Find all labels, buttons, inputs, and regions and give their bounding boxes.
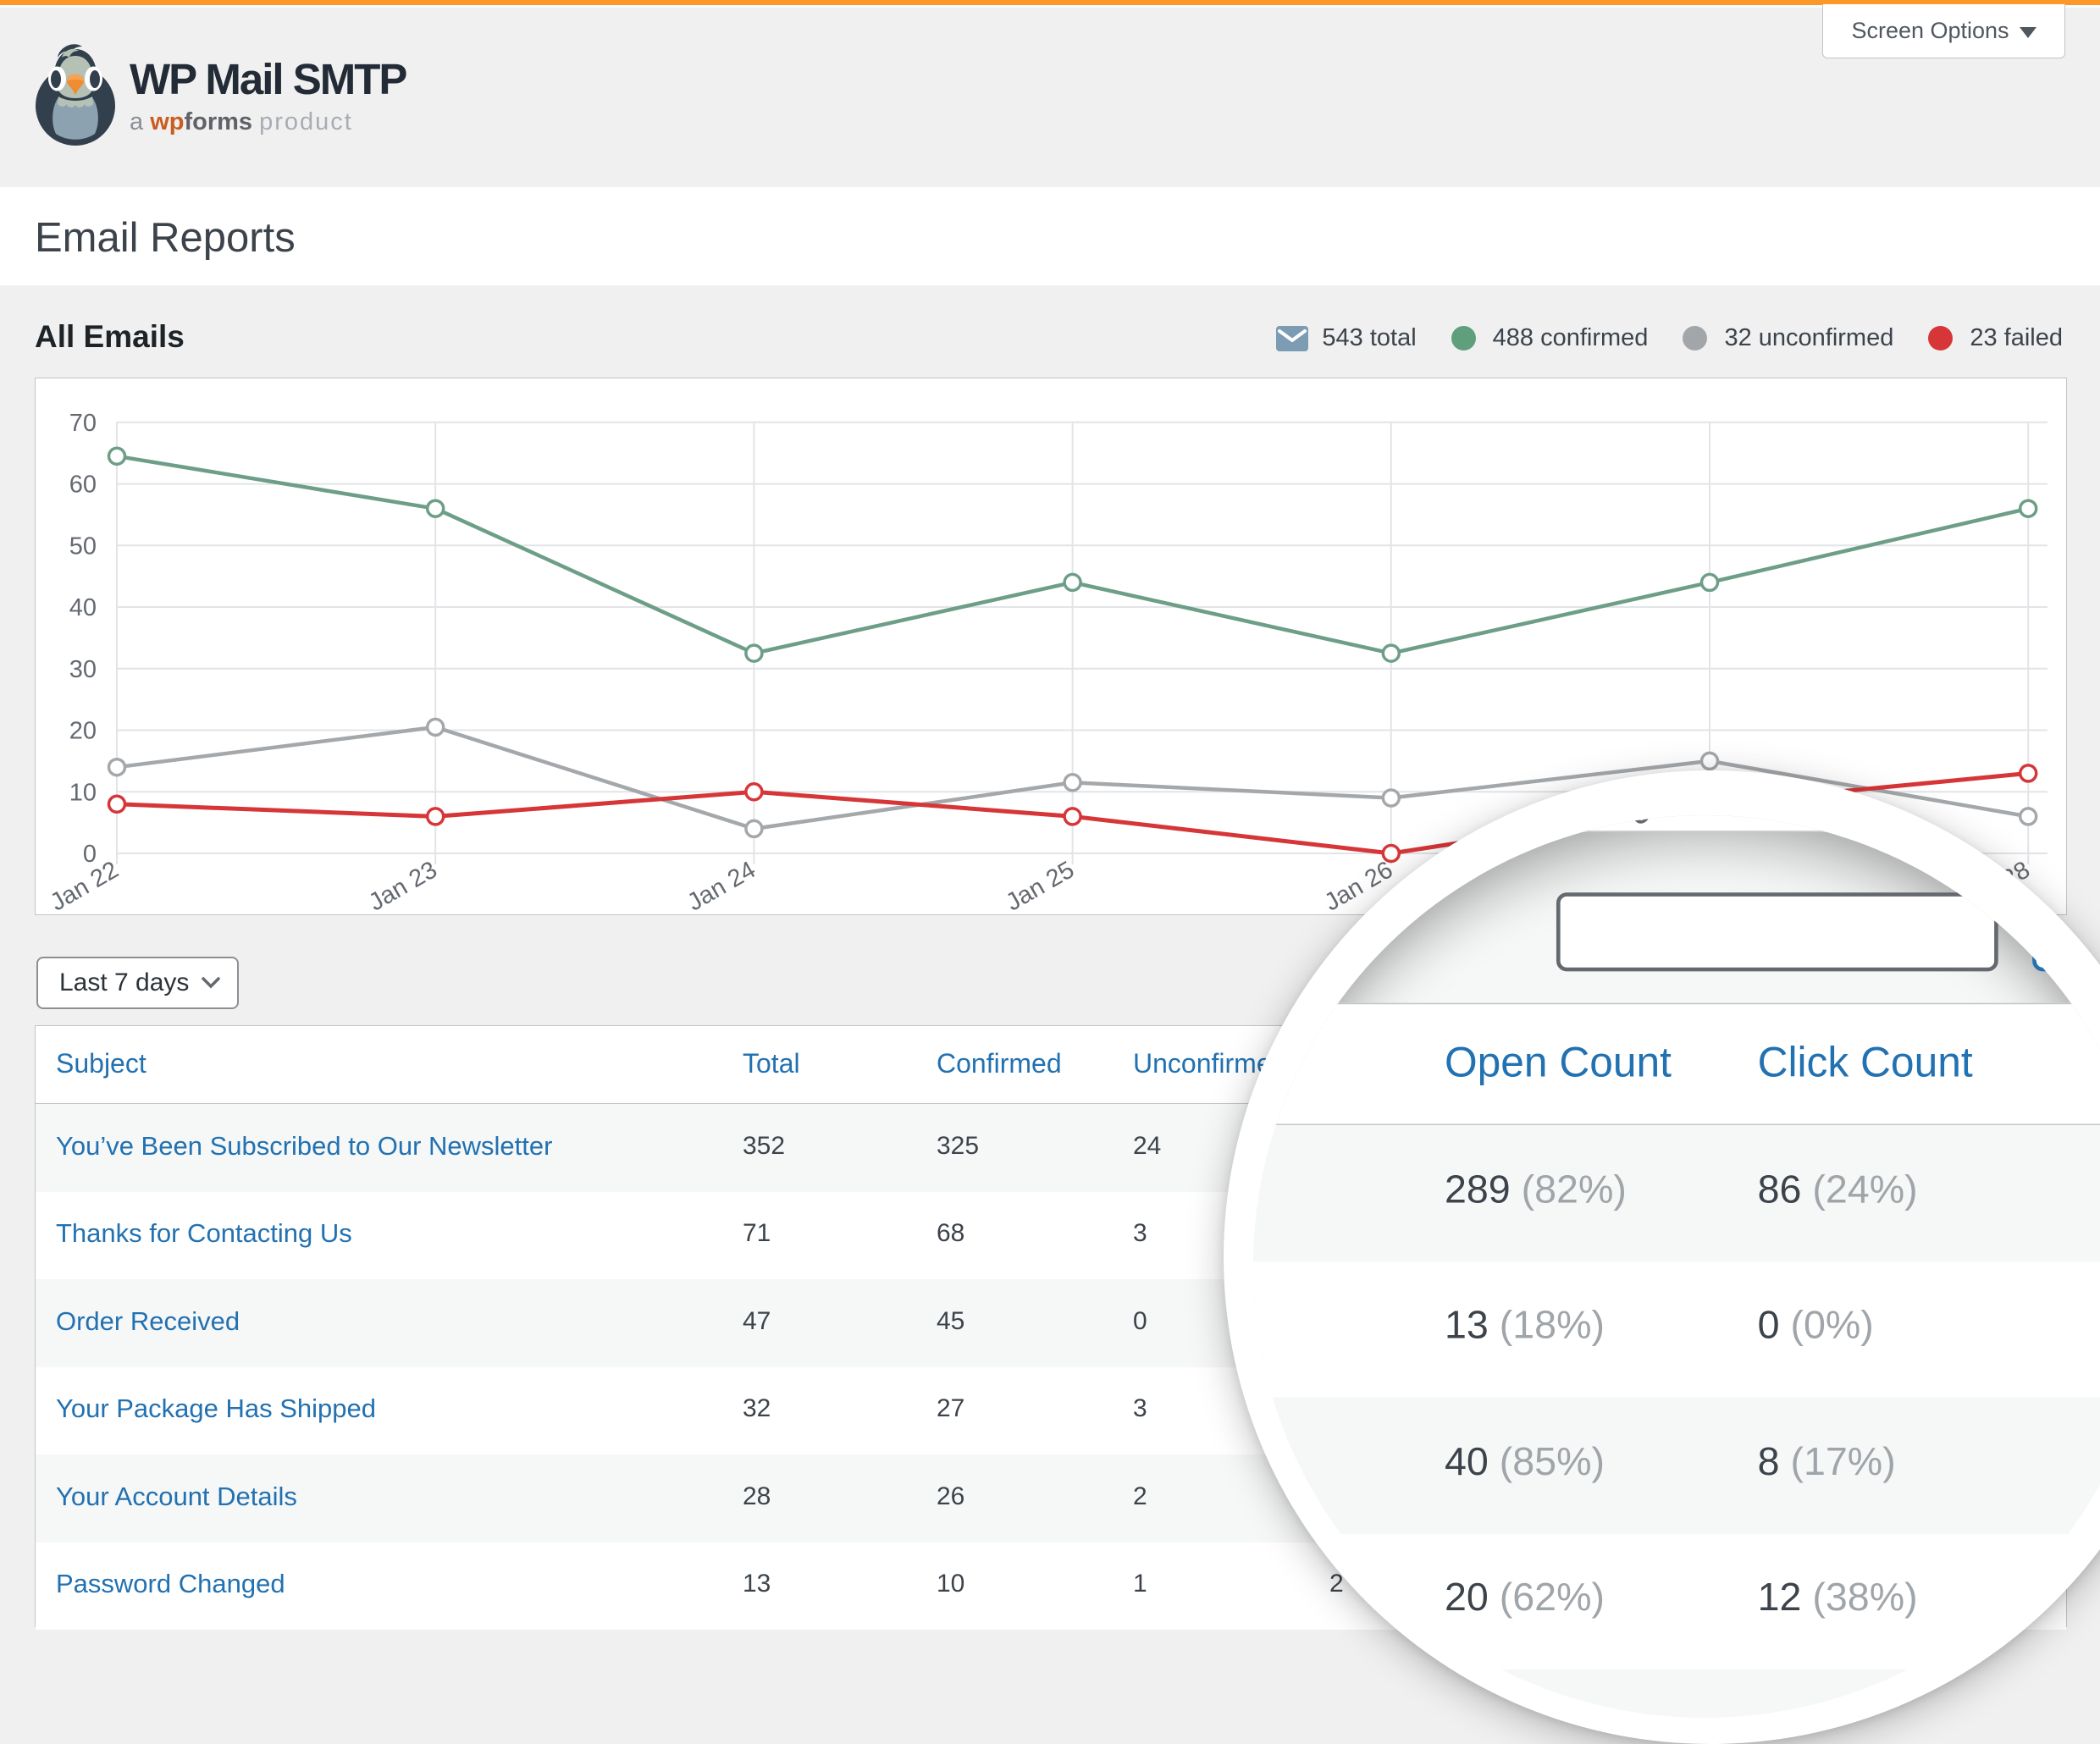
- svg-text:Jan 23: Jan 23: [364, 856, 441, 914]
- svg-text:0: 0: [83, 841, 97, 868]
- svg-text:30: 30: [69, 656, 97, 683]
- svg-text:40: 40: [69, 594, 97, 621]
- svg-text:Jan 27: Jan 27: [1620, 815, 1741, 831]
- svg-text:Jan 25: Jan 25: [1002, 856, 1079, 914]
- svg-text:Jan 24: Jan 24: [682, 856, 760, 914]
- svg-text:50: 50: [69, 533, 97, 560]
- svg-text:60: 60: [69, 472, 97, 499]
- svg-text:10: 10: [69, 779, 97, 806]
- svg-text:70: 70: [69, 410, 97, 437]
- svg-text:20: 20: [69, 718, 97, 745]
